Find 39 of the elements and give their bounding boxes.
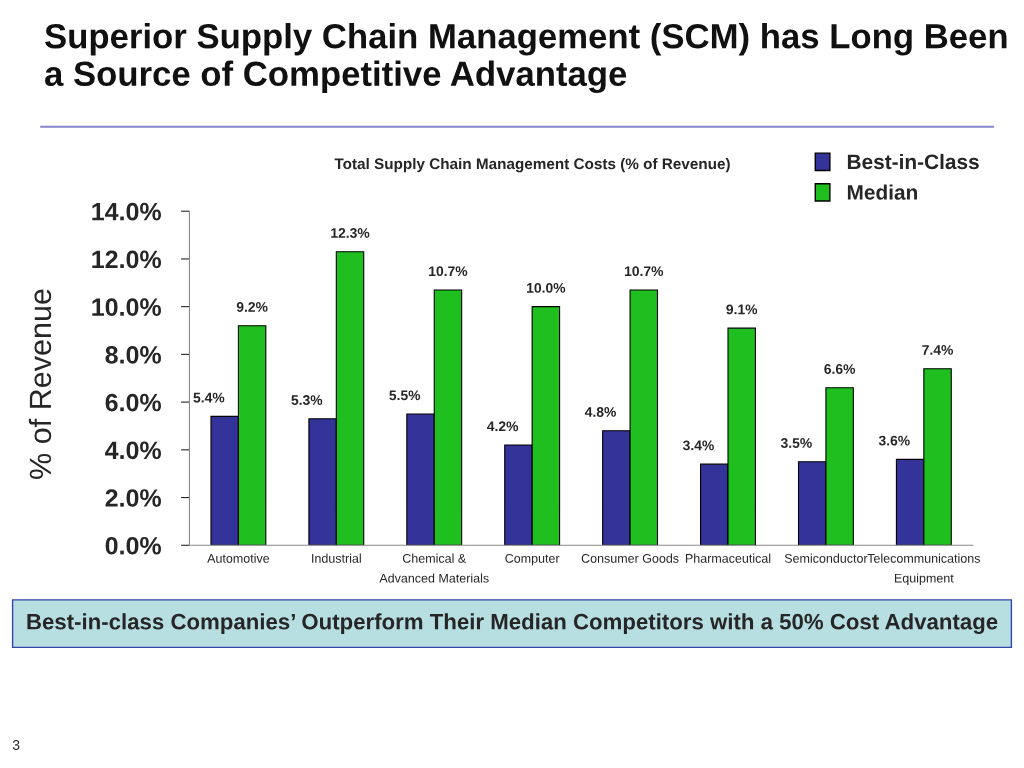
y-tick-label: 6.0% — [105, 393, 162, 412]
data-label: 5.5% — [389, 390, 421, 401]
data-label: 10.0% — [527, 282, 566, 293]
y-tick-label: 14.0% — [92, 202, 162, 221]
y-tick-label: 2.0% — [105, 489, 162, 507]
y-tick-label: 8.0% — [105, 345, 162, 364]
data-label: 12.3% — [331, 228, 370, 238]
x-tick-label: Chemical & Advanced Materials — [379, 553, 489, 583]
data-label: 4.2% — [487, 421, 519, 432]
chart-title: Superior Supply Chain Management (SCM) has Long Been a Source of Competitive Advantage — [45, 23, 1007, 94]
data-label: 9.2% — [236, 302, 268, 312]
data-label: 9.1% — [726, 304, 758, 315]
chart-subtitle: Total Supply Chain Management Costs (% of Revenue) — [334, 157, 730, 173]
y-tick-label: 4.0% — [105, 441, 162, 460]
data-label: 3.6% — [878, 435, 910, 446]
data-label: 10.7% — [429, 266, 468, 277]
y-axis-title: % of Revenue — [28, 289, 52, 479]
x-tick-label: Telecommunications Equipment — [867, 553, 981, 586]
x-tick-label: Computer — [505, 553, 560, 566]
data-label: 3.5% — [780, 438, 812, 448]
legend-label: Best-in-Class — [847, 153, 979, 170]
x-tick-label: Consumer Goods — [581, 553, 679, 563]
x-tick-label: Pharmaceutical — [685, 553, 771, 563]
text: Best-in-class Companies’ Outperform Their Median Competitors with a 50% Cost Advantage — [27, 613, 998, 635]
text: 3 — [12, 740, 20, 750]
y-tick-label: 0.0% — [105, 536, 162, 555]
x-tick-label: Semiconductor — [784, 553, 868, 563]
data-label: 6.6% — [824, 364, 856, 374]
data-label: 3.4% — [682, 440, 714, 451]
x-tick-label: Industrial — [312, 553, 361, 563]
y-tick-label: 10.0% — [92, 298, 162, 316]
data-label: 5.3% — [291, 395, 323, 405]
data-label: 4.8% — [584, 407, 617, 417]
y-tick-label: 12.0% — [92, 250, 162, 269]
x-tick-label: Automotive — [207, 553, 270, 563]
data-label: 10.7% — [624, 266, 664, 277]
legend-label: Median — [847, 184, 917, 200]
data-label: 5.4% — [193, 392, 225, 403]
data-label: 7.4% — [922, 345, 954, 355]
